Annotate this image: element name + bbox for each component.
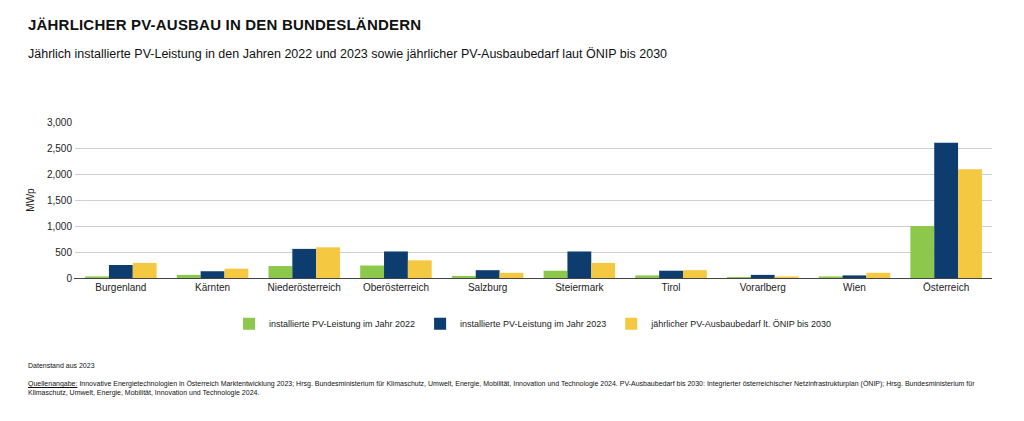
svg-text:1,000: 1,000 (47, 221, 72, 232)
svg-text:Niederösterreich: Niederösterreich (268, 282, 341, 293)
svg-text:Österreich: Österreich (923, 282, 969, 293)
svg-text:installierte PV-Leistung im Ja: installierte PV-Leistung im Jahr 2023 (460, 319, 606, 329)
svg-text:installierte PV-Leistung im Ja: installierte PV-Leistung im Jahr 2022 (269, 319, 415, 329)
svg-text:Burgenland: Burgenland (95, 282, 146, 293)
svg-text:500: 500 (55, 247, 72, 258)
svg-text:Salzburg: Salzburg (468, 282, 507, 293)
svg-text:Oberösterreich: Oberösterreich (363, 282, 429, 293)
svg-text:0: 0 (66, 273, 72, 284)
svg-text:Wien: Wien (843, 282, 866, 293)
svg-text:2,500: 2,500 (47, 143, 72, 154)
svg-text:Kärnten: Kärnten (195, 282, 230, 293)
svg-text:Tirol: Tirol (662, 282, 681, 293)
svg-text:2,000: 2,000 (47, 169, 72, 180)
html-text:Jährlich installierte PV-Leist: Jährlich installierte PV-Leistung in den… (28, 47, 668, 61)
html-text:JÄHRLICHER PV-AUSBAU IN DEN BU: JÄHRLICHER PV-AUSBAU IN DEN BUNDESLÄNDER… (28, 16, 422, 33)
html-text:Quellenangabe: Innovative Ener: Quellenangabe: Innovative Energietechnol… (28, 380, 975, 396)
svg-text:Vorarlberg: Vorarlberg (740, 282, 786, 293)
svg-text:1,500: 1,500 (47, 195, 72, 206)
svg-text:MWp: MWp (25, 188, 36, 212)
html-text:Datenstand aus 2023: Datenstand aus 2023 (28, 362, 95, 369)
svg-text:3,000: 3,000 (47, 117, 72, 128)
svg-text:jährlicher PV-Ausbaubedarf lt.: jährlicher PV-Ausbaubedarf lt. ÖNIP bis … (650, 319, 831, 329)
svg-text:Steiermark: Steiermark (555, 282, 604, 293)
